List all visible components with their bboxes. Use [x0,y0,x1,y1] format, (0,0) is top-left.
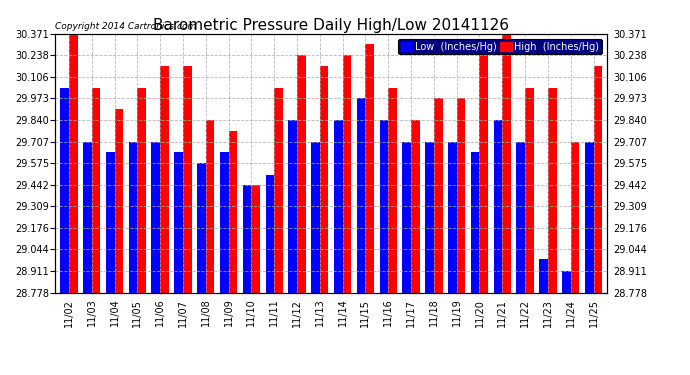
Bar [562,271,571,292]
Bar [160,66,169,292]
Bar [115,109,124,292]
Text: Copyright 2014 Cartronics.com: Copyright 2014 Cartronics.com [55,22,197,31]
Bar [228,131,237,292]
Bar [380,120,388,292]
Bar [251,184,260,292]
Bar [60,87,69,292]
Bar [411,120,420,292]
Bar [571,142,580,292]
Bar [92,87,100,292]
Bar [525,87,534,292]
Bar [593,66,602,292]
Bar [297,56,306,292]
Bar [334,120,343,292]
Bar [311,142,319,292]
Bar [197,163,206,292]
Bar [448,142,457,292]
Bar [266,175,274,292]
Bar [319,66,328,292]
Bar [425,142,434,292]
Bar [480,45,488,292]
Bar [366,45,374,292]
Bar [288,120,297,292]
Bar [206,120,215,292]
Bar [175,153,183,292]
Bar [83,142,92,292]
Legend: Low  (Inches/Hg), High  (Inches/Hg): Low (Inches/Hg), High (Inches/Hg) [397,39,602,54]
Bar [388,87,397,292]
Bar [516,142,525,292]
Bar [548,87,557,292]
Bar [137,87,146,292]
Bar [106,153,115,292]
Bar [357,98,366,292]
Bar [343,56,351,292]
Bar [539,259,548,292]
Bar [128,142,137,292]
Bar [457,98,465,292]
Bar [220,153,228,292]
Bar [402,142,411,292]
Bar [493,120,502,292]
Title: Barometric Pressure Daily High/Low 20141126: Barometric Pressure Daily High/Low 20141… [153,18,509,33]
Bar [585,142,593,292]
Bar [69,34,77,292]
Bar [152,142,160,292]
Bar [274,87,283,292]
Bar [183,66,192,292]
Bar [502,34,511,292]
Bar [471,153,480,292]
Bar [243,184,251,292]
Bar [434,98,442,292]
